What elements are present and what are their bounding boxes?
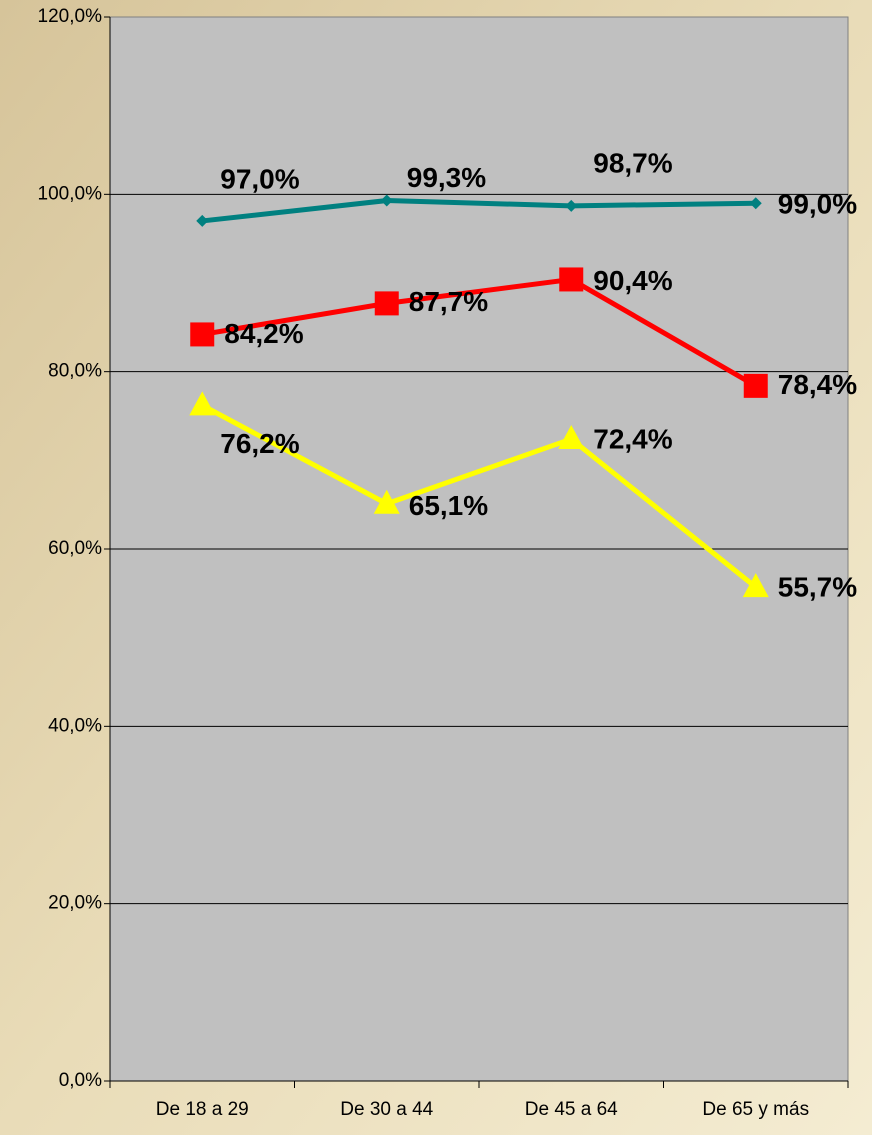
x-tick-label: De 18 a 29 <box>156 1099 249 1120</box>
y-tick-label: 120,0% <box>38 6 103 27</box>
marker <box>189 391 216 416</box>
series-line <box>201 276 757 389</box>
value-label: 90,4% <box>593 265 672 296</box>
value-label: 84,2% <box>224 318 303 349</box>
y-tick-label: 80,0% <box>48 361 102 382</box>
value-label: 76,2% <box>220 428 299 459</box>
x-tick-label: De 45 a 64 <box>525 1099 618 1120</box>
y-tick-label: 60,0% <box>48 538 102 559</box>
y-tick-label: 40,0% <box>48 715 102 736</box>
series-line <box>201 198 756 224</box>
marker <box>742 573 769 598</box>
value-label: 97,0% <box>220 163 299 194</box>
series-line <box>201 403 758 590</box>
value-label: 99,3% <box>407 162 486 193</box>
marker <box>558 425 585 450</box>
y-tick-label: 100,0% <box>38 183 103 204</box>
marker <box>743 373 768 398</box>
x-tick-label: De 65 y más <box>702 1099 809 1120</box>
value-label: 65,1% <box>409 490 488 521</box>
value-label: 78,4% <box>778 369 857 400</box>
y-tick-label: 20,0% <box>48 893 102 914</box>
marker <box>196 214 209 227</box>
value-label: 98,7% <box>593 147 672 178</box>
value-label: 99,0% <box>778 189 857 220</box>
value-label: 87,7% <box>409 286 488 317</box>
marker <box>374 291 399 316</box>
marker <box>559 267 584 292</box>
y-tick-label: 0,0% <box>59 1070 102 1091</box>
marker <box>749 197 762 210</box>
x-tick-label: De 30 a 44 <box>340 1099 433 1120</box>
marker <box>373 489 400 514</box>
value-label: 72,4% <box>593 423 672 454</box>
marker <box>190 322 215 347</box>
marker <box>565 199 578 212</box>
value-label: 55,7% <box>778 572 857 603</box>
marker <box>380 194 393 207</box>
